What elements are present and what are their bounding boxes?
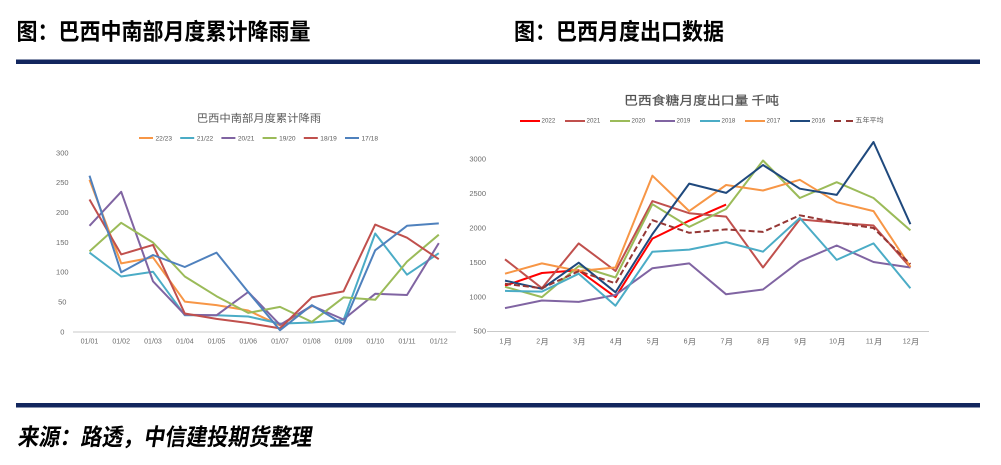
svg-text:2500: 2500 <box>469 189 486 198</box>
svg-text:01/02: 01/02 <box>112 338 130 346</box>
svg-text:10: 10 <box>829 339 837 346</box>
svg-text:2016: 2016 <box>812 118 826 125</box>
svg-text:300: 300 <box>56 148 69 157</box>
svg-text:17/18: 17/18 <box>362 136 379 143</box>
svg-text:1500: 1500 <box>469 258 486 267</box>
svg-text:01/06: 01/06 <box>239 338 257 346</box>
svg-text:2022: 2022 <box>542 118 556 125</box>
svg-text:1000: 1000 <box>469 292 486 301</box>
svg-text:22/23: 22/23 <box>156 136 173 143</box>
svg-text:7: 7 <box>721 339 725 346</box>
svg-text:0: 0 <box>60 327 64 336</box>
svg-text:01/11: 01/11 <box>398 338 415 346</box>
svg-text:9: 9 <box>794 339 798 346</box>
svg-text:01/12: 01/12 <box>430 338 448 346</box>
svg-text:200: 200 <box>56 208 69 217</box>
svg-text:250: 250 <box>56 178 69 187</box>
svg-text:21/22: 21/22 <box>197 136 214 143</box>
svg-text:01/05: 01/05 <box>208 338 226 346</box>
svg-text:19/20: 19/20 <box>279 136 296 143</box>
svg-text:01/08: 01/08 <box>303 338 321 346</box>
svg-text:2017: 2017 <box>767 118 781 125</box>
svg-text:3000: 3000 <box>469 155 486 164</box>
svg-text:2021: 2021 <box>587 118 601 125</box>
svg-text:2019: 2019 <box>677 118 691 125</box>
svg-text:150: 150 <box>56 238 69 247</box>
svg-text:2: 2 <box>536 339 540 346</box>
svg-text:01/09: 01/09 <box>335 338 353 346</box>
svg-text:20/21: 20/21 <box>238 136 255 143</box>
svg-text:01/04: 01/04 <box>176 338 194 346</box>
svg-text:11: 11 <box>866 339 873 346</box>
svg-text:2020: 2020 <box>632 118 646 125</box>
svg-text:01/07: 01/07 <box>271 338 289 346</box>
svg-text:2018: 2018 <box>722 118 736 125</box>
svg-text:4: 4 <box>610 339 614 346</box>
svg-text:5: 5 <box>647 339 651 346</box>
svg-text:01/01: 01/01 <box>81 338 99 346</box>
svg-text:500: 500 <box>473 327 486 336</box>
svg-text:01/10: 01/10 <box>366 338 384 346</box>
svg-text:8: 8 <box>757 339 761 346</box>
svg-text:18/19: 18/19 <box>320 136 337 143</box>
svg-text:01/03: 01/03 <box>144 338 162 346</box>
svg-text:1: 1 <box>499 339 503 346</box>
svg-text:50: 50 <box>58 298 66 307</box>
svg-text:12: 12 <box>903 339 911 346</box>
svg-text:6: 6 <box>684 339 688 346</box>
svg-text:2000: 2000 <box>469 224 486 233</box>
svg-text:3: 3 <box>573 339 577 346</box>
svg-text:100: 100 <box>56 268 69 277</box>
